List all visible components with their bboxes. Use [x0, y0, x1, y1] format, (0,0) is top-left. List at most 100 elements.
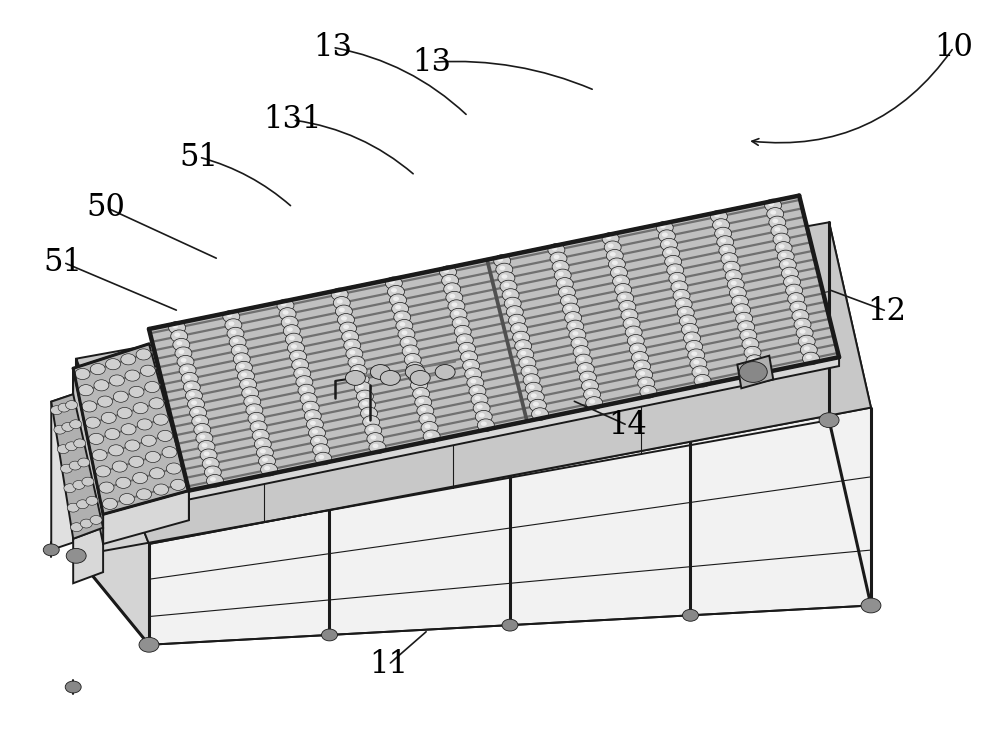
Circle shape: [736, 312, 753, 325]
Circle shape: [416, 390, 422, 394]
Circle shape: [204, 452, 210, 456]
Circle shape: [233, 353, 250, 365]
Circle shape: [231, 344, 248, 357]
Circle shape: [299, 378, 305, 382]
Circle shape: [454, 325, 471, 338]
Circle shape: [665, 255, 682, 268]
Circle shape: [398, 328, 415, 341]
Circle shape: [302, 401, 319, 414]
Circle shape: [788, 292, 805, 305]
Circle shape: [748, 349, 754, 353]
Circle shape: [106, 359, 121, 370]
Circle shape: [737, 307, 743, 311]
Circle shape: [666, 249, 672, 254]
Circle shape: [795, 312, 801, 317]
Circle shape: [196, 432, 213, 445]
Circle shape: [356, 390, 373, 403]
Circle shape: [586, 397, 603, 409]
Circle shape: [112, 461, 127, 472]
Circle shape: [367, 432, 384, 445]
Circle shape: [461, 351, 478, 364]
Circle shape: [472, 388, 478, 392]
Circle shape: [70, 420, 82, 429]
Circle shape: [414, 382, 420, 386]
Circle shape: [501, 275, 507, 279]
Circle shape: [368, 427, 374, 432]
Circle shape: [560, 280, 566, 285]
Circle shape: [341, 316, 347, 321]
Circle shape: [497, 257, 503, 262]
Circle shape: [442, 275, 459, 287]
Circle shape: [525, 382, 542, 395]
Circle shape: [82, 401, 97, 412]
Circle shape: [75, 368, 90, 379]
Circle shape: [254, 423, 260, 428]
Circle shape: [301, 387, 307, 391]
Polygon shape: [73, 368, 103, 544]
Circle shape: [346, 347, 363, 360]
Circle shape: [427, 432, 433, 437]
Circle shape: [229, 336, 246, 348]
Circle shape: [520, 351, 526, 356]
Circle shape: [602, 232, 619, 245]
Circle shape: [183, 381, 200, 394]
Circle shape: [729, 272, 735, 277]
Circle shape: [406, 347, 412, 352]
Circle shape: [109, 375, 124, 386]
Circle shape: [724, 255, 730, 260]
Circle shape: [733, 289, 739, 294]
Circle shape: [673, 289, 690, 302]
Circle shape: [395, 305, 401, 310]
Circle shape: [518, 342, 524, 347]
Circle shape: [199, 434, 205, 439]
Polygon shape: [149, 408, 871, 645]
Circle shape: [125, 440, 140, 451]
Circle shape: [745, 341, 751, 344]
Circle shape: [477, 405, 483, 409]
Circle shape: [512, 317, 518, 321]
Circle shape: [321, 629, 337, 641]
Circle shape: [197, 426, 203, 431]
Circle shape: [171, 479, 186, 490]
Circle shape: [575, 354, 592, 367]
Circle shape: [684, 332, 701, 344]
Circle shape: [443, 269, 449, 273]
Circle shape: [739, 315, 745, 319]
Circle shape: [470, 379, 476, 383]
Circle shape: [748, 363, 765, 376]
Circle shape: [615, 283, 632, 296]
Circle shape: [316, 446, 322, 451]
Circle shape: [188, 398, 204, 411]
Circle shape: [67, 503, 79, 512]
Circle shape: [101, 412, 116, 423]
Circle shape: [120, 493, 134, 504]
Circle shape: [610, 252, 616, 257]
Circle shape: [99, 482, 114, 493]
Circle shape: [297, 370, 303, 374]
Circle shape: [121, 423, 136, 434]
Circle shape: [66, 548, 86, 563]
Circle shape: [279, 308, 296, 320]
Circle shape: [298, 384, 315, 397]
Circle shape: [750, 357, 756, 362]
Circle shape: [516, 334, 522, 339]
Circle shape: [777, 236, 783, 240]
Circle shape: [177, 356, 194, 368]
Circle shape: [448, 300, 465, 312]
Circle shape: [410, 371, 430, 385]
Circle shape: [677, 292, 683, 296]
Circle shape: [241, 373, 247, 377]
Circle shape: [523, 373, 540, 386]
Circle shape: [587, 391, 593, 395]
Circle shape: [623, 318, 640, 330]
Circle shape: [452, 317, 469, 330]
Circle shape: [293, 353, 299, 357]
Circle shape: [798, 336, 815, 347]
Circle shape: [779, 259, 796, 272]
Circle shape: [529, 385, 535, 389]
Circle shape: [683, 318, 689, 322]
Circle shape: [318, 455, 324, 459]
Circle shape: [631, 337, 637, 341]
Circle shape: [554, 269, 571, 282]
Circle shape: [365, 424, 382, 437]
